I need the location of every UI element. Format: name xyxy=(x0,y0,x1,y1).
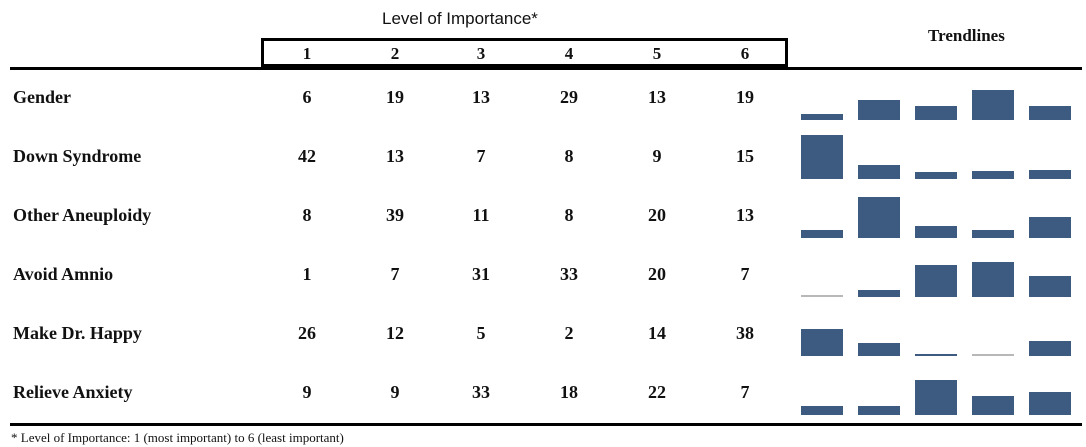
table-cell: 20 xyxy=(648,205,666,225)
trendline-bar xyxy=(801,230,843,238)
table-cell: 26 xyxy=(298,323,316,343)
table-cell: 19 xyxy=(386,87,404,107)
trendline-bar xyxy=(801,114,843,120)
trendline-bar xyxy=(972,90,1014,120)
table-cell: 13 xyxy=(736,205,754,225)
column-header-1: 1 xyxy=(302,44,312,63)
column-header-5: 5 xyxy=(652,44,662,63)
trendline-row xyxy=(801,262,1071,297)
row-label: Down Syndrome xyxy=(13,146,142,166)
trendline-bar xyxy=(915,106,957,120)
table-cell: 22 xyxy=(648,382,666,402)
table-cell: 11 xyxy=(472,205,490,225)
trendline-bar xyxy=(1029,170,1071,179)
table-cell: 8 xyxy=(302,205,312,225)
row-label: Make Dr. Happy xyxy=(13,323,142,343)
trendline-bar xyxy=(972,171,1014,179)
trendline-bar xyxy=(801,329,843,356)
trendline-bar xyxy=(858,165,900,179)
trendline-bar xyxy=(915,172,957,179)
table-cell: 5 xyxy=(476,323,486,343)
table-cell: 20 xyxy=(648,264,666,284)
column-header-box xyxy=(261,38,788,67)
table-cell: 14 xyxy=(648,323,666,343)
table-cell: 29 xyxy=(560,87,578,107)
trendline-bar xyxy=(915,265,957,297)
table-cell: 38 xyxy=(736,323,754,343)
trendline-bar xyxy=(972,230,1014,238)
trendline-bar xyxy=(1029,341,1071,356)
table-cell: 7 xyxy=(476,146,486,166)
trendline-row xyxy=(801,90,1071,120)
table-cell: 13 xyxy=(386,146,404,166)
trendline-bar xyxy=(858,197,900,238)
table-cell: 7 xyxy=(740,264,750,284)
trendline-row xyxy=(801,197,1071,238)
table-cell: 1 xyxy=(302,264,312,284)
table-cell: 15 xyxy=(736,146,754,166)
table-cell: 39 xyxy=(386,205,404,225)
footnote: * Level of Importance: 1 (most important… xyxy=(11,430,344,445)
table-cell: 31 xyxy=(472,264,490,284)
column-header-2: 2 xyxy=(390,44,400,63)
trendline-baseline xyxy=(801,295,843,297)
table-cell: 8 xyxy=(564,146,574,166)
column-header-6: 6 xyxy=(740,44,750,63)
table-cell: 13 xyxy=(648,87,666,107)
trendline-baseline xyxy=(972,354,1014,356)
trendline-bar xyxy=(858,290,900,297)
bottom-rule xyxy=(10,423,1082,426)
trendline-baseline xyxy=(915,354,957,356)
row-label: Other Aneuploidy xyxy=(13,205,152,225)
table-cell: 7 xyxy=(740,382,750,402)
trendline-bar xyxy=(972,262,1014,297)
column-header-4: 4 xyxy=(564,44,574,63)
trendline-row xyxy=(801,329,1071,356)
trendline-bar xyxy=(1029,392,1071,415)
row-label: Relieve Anxiety xyxy=(13,382,133,402)
row-label: Avoid Amnio xyxy=(13,264,114,284)
trendline-bar xyxy=(972,396,1014,415)
table-cell: 7 xyxy=(390,264,400,284)
trendline-bar xyxy=(915,226,957,238)
table-cell: 2 xyxy=(564,323,574,343)
trendline-bar xyxy=(1029,276,1071,297)
table-cell: 42 xyxy=(298,146,316,166)
trendline-row xyxy=(801,380,1071,415)
table-cell: 19 xyxy=(736,87,754,107)
table-cell: 18 xyxy=(560,382,578,402)
column-header-3: 3 xyxy=(476,44,486,63)
table-cell: 6 xyxy=(302,87,312,107)
table-cell: 9 xyxy=(302,382,312,402)
trendline-bar xyxy=(858,406,900,415)
trendline-bar xyxy=(801,406,843,415)
table-cell: 9 xyxy=(652,146,662,166)
trendline-bar xyxy=(858,100,900,120)
table-cell: 12 xyxy=(386,323,404,343)
table-cell: 33 xyxy=(560,264,578,284)
trendline-bar xyxy=(801,135,843,179)
trendlines-title: Trendlines xyxy=(928,26,1005,45)
row-label: Gender xyxy=(13,87,71,107)
level-of-importance-title: Level of Importance* xyxy=(382,9,538,28)
trendline-bar xyxy=(915,380,957,415)
trendline-bar xyxy=(858,343,900,356)
table-cell: 33 xyxy=(472,382,490,402)
trendline-bar xyxy=(1029,217,1071,238)
table-cell: 8 xyxy=(564,205,574,225)
table-cell: 9 xyxy=(390,382,400,402)
table-cell: 13 xyxy=(472,87,490,107)
top-rule xyxy=(10,67,1082,70)
trendline-bar xyxy=(1029,106,1071,120)
trendline-row xyxy=(801,135,1071,179)
